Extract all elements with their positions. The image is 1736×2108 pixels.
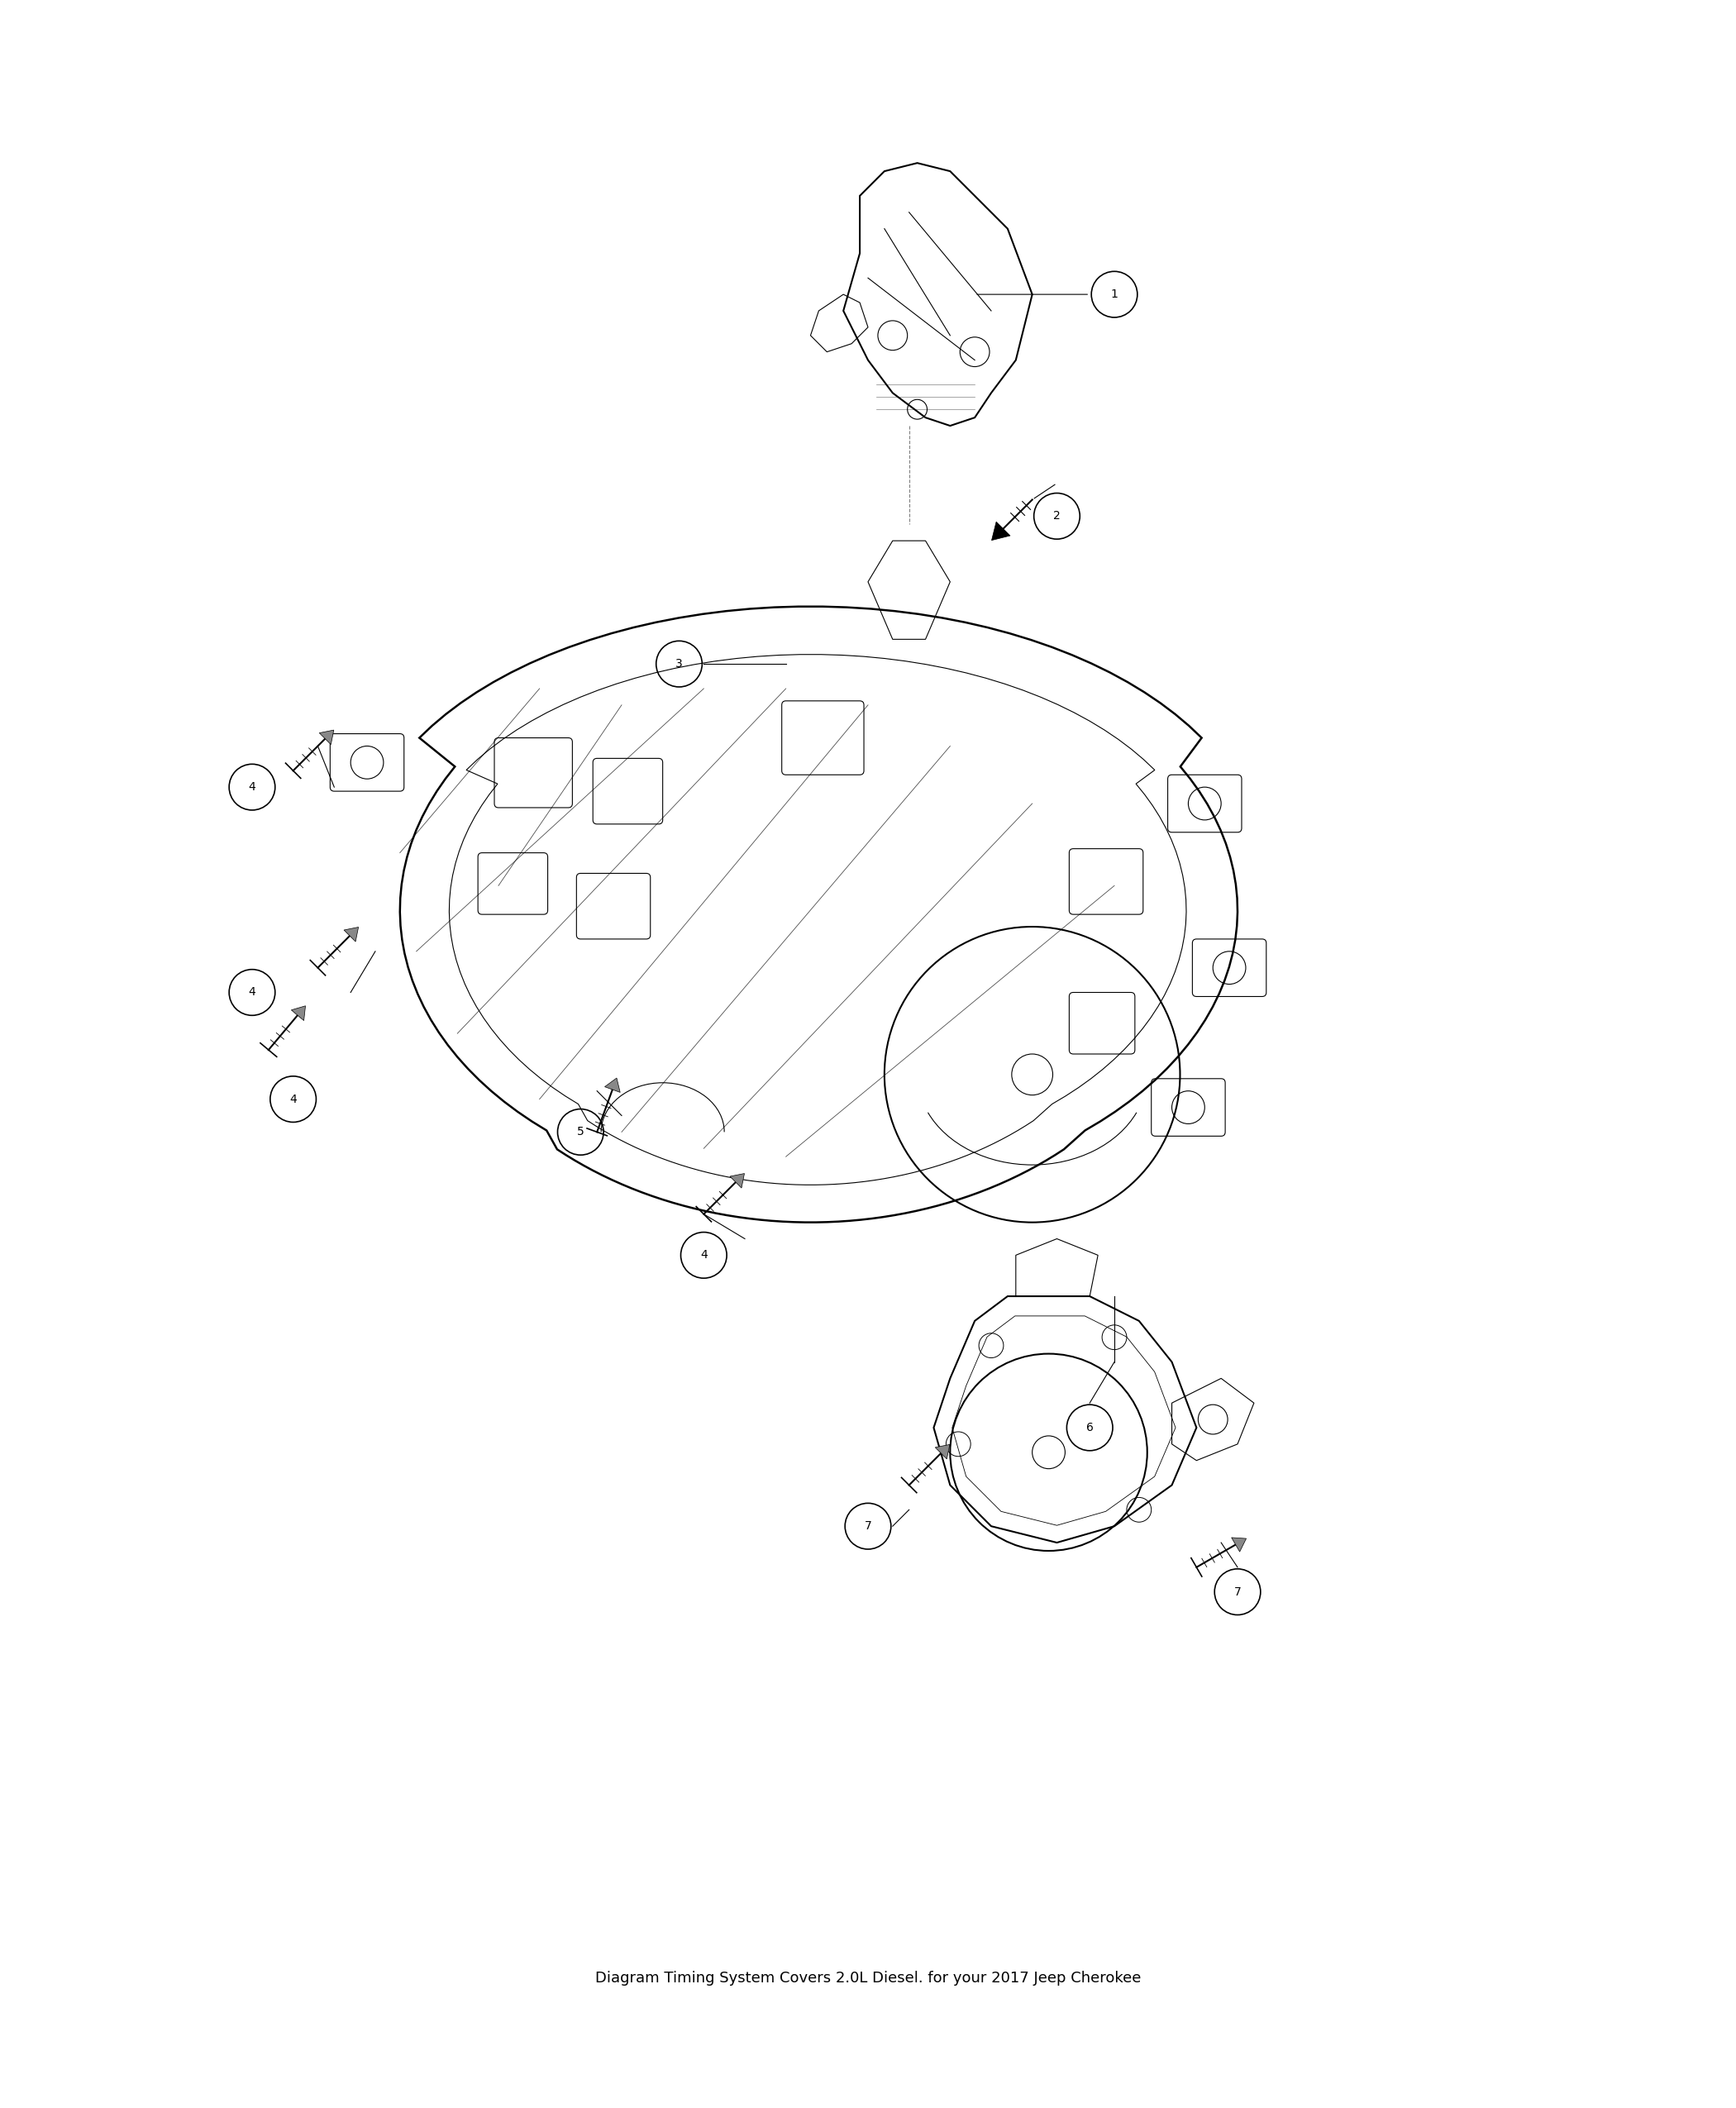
Polygon shape bbox=[936, 1444, 950, 1459]
Text: 4: 4 bbox=[700, 1250, 707, 1261]
Text: 7: 7 bbox=[865, 1520, 871, 1533]
Text: 2: 2 bbox=[1054, 510, 1061, 523]
Polygon shape bbox=[604, 1077, 620, 1092]
Text: 4: 4 bbox=[290, 1094, 297, 1105]
Text: Diagram Timing System Covers 2.0L Diesel. for your 2017 Jeep Cherokee: Diagram Timing System Covers 2.0L Diesel… bbox=[595, 1971, 1141, 1986]
Text: 1: 1 bbox=[1111, 289, 1118, 299]
Polygon shape bbox=[729, 1174, 745, 1189]
Text: 4: 4 bbox=[248, 782, 255, 793]
Text: 7: 7 bbox=[1234, 1585, 1241, 1598]
Text: 5: 5 bbox=[576, 1126, 585, 1138]
Polygon shape bbox=[1231, 1537, 1246, 1551]
Polygon shape bbox=[344, 928, 358, 942]
Text: 3: 3 bbox=[675, 658, 682, 670]
Polygon shape bbox=[319, 729, 333, 744]
Polygon shape bbox=[292, 1006, 306, 1020]
Polygon shape bbox=[991, 523, 1010, 540]
Text: 4: 4 bbox=[248, 987, 255, 999]
Text: 6: 6 bbox=[1087, 1423, 1094, 1433]
